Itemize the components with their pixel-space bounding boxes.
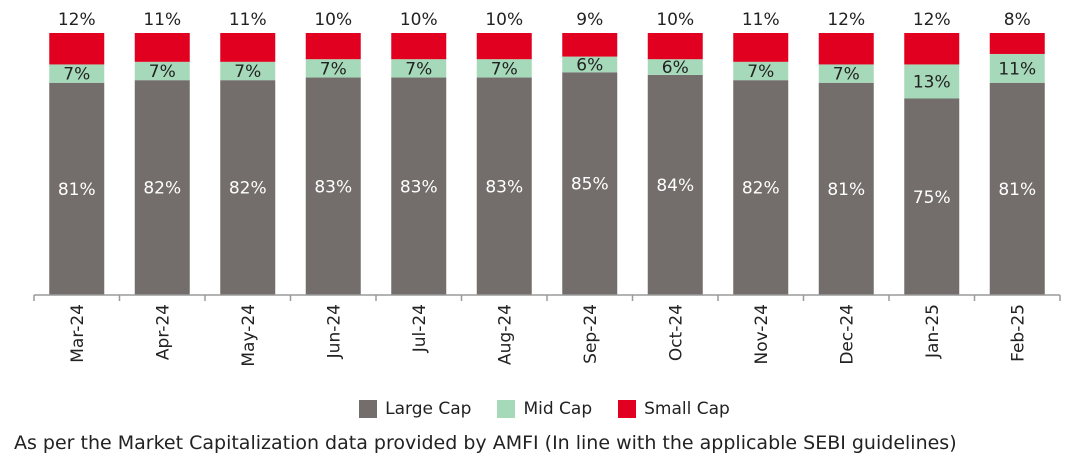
legend-label-small-cap: Small Cap — [644, 399, 730, 419]
bar-large-cap-nov-24 — [733, 80, 789, 295]
data-label-small-cap-apr-24: 11% — [143, 10, 181, 30]
bar-mid-cap-jun-24 — [305, 59, 361, 78]
bar-mid-cap-nov-24 — [733, 61, 789, 81]
bar-small-cap-oct-24 — [647, 33, 703, 60]
bar-mid-cap-oct-24 — [647, 59, 703, 75]
data-label-large-cap-aug-24: 83% — [485, 177, 523, 197]
bar-large-cap-may-24 — [220, 80, 276, 295]
legend-label-mid-cap: Mid Cap — [523, 399, 593, 419]
data-label-large-cap-oct-24: 84% — [656, 176, 694, 196]
x-tick-label-sep-24: Sep-24 — [581, 304, 601, 364]
data-label-mid-cap-sep-24: 6% — [576, 55, 603, 75]
bar-small-cap-mar-24 — [49, 33, 105, 65]
data-label-large-cap-mar-24: 81% — [58, 180, 96, 200]
bar-mid-cap-mar-24 — [49, 64, 105, 83]
x-tick-label-nov-24: Nov-24 — [752, 304, 772, 365]
bar-mid-cap-jul-24 — [391, 59, 447, 78]
data-label-small-cap-jan-25: 12% — [913, 10, 951, 30]
bar-mid-cap-apr-24 — [134, 61, 190, 81]
x-tick-label-jan-25: Jan-25 — [923, 304, 943, 359]
bar-large-cap-dec-24 — [818, 82, 874, 295]
bar-mid-cap-may-24 — [220, 61, 276, 81]
legend-swatch-large-cap — [359, 400, 378, 418]
bar-mid-cap-dec-24 — [818, 64, 874, 83]
chart-canvas: 81% 7% 12% Mar-24 82% 7% 11% Apr-24 82% 7% 11% May-… — [33, 10, 1061, 367]
chart-legend: Large Cap Mid Cap Small Cap — [0, 399, 1089, 419]
data-label-mid-cap-may-24: 7% — [234, 62, 261, 82]
data-label-large-cap-nov-24: 82% — [742, 179, 780, 199]
data-label-large-cap-feb-25: 81% — [998, 180, 1036, 200]
legend-swatch-mid-cap — [497, 400, 516, 418]
data-label-small-cap-nov-24: 11% — [742, 10, 780, 30]
legend-swatch-small-cap — [618, 400, 637, 418]
data-label-large-cap-may-24: 82% — [229, 179, 267, 199]
data-label-small-cap-oct-24: 10% — [656, 10, 694, 30]
data-label-large-cap-dec-24: 81% — [827, 180, 865, 200]
bar-large-cap-sep-24 — [562, 72, 618, 295]
bar-small-cap-apr-24 — [134, 33, 190, 62]
bar-small-cap-jul-24 — [391, 33, 447, 60]
bar-small-cap-sep-24 — [562, 33, 618, 57]
data-label-mid-cap-jan-25: 13% — [913, 72, 951, 92]
data-label-small-cap-jun-24: 10% — [314, 10, 352, 30]
data-label-large-cap-apr-24: 82% — [143, 179, 181, 199]
bar-small-cap-jan-25 — [904, 33, 960, 65]
legend-label-large-cap: Large Cap — [385, 399, 472, 419]
bar-small-cap-nov-24 — [733, 33, 789, 62]
x-tick-label-jun-24: Jun-24 — [324, 304, 344, 359]
bar-mid-cap-aug-24 — [476, 59, 532, 78]
data-label-large-cap-jun-24: 83% — [314, 177, 352, 197]
bar-large-cap-apr-24 — [134, 80, 190, 295]
x-tick-label-jul-24: Jul-24 — [410, 304, 430, 353]
bar-mid-cap-jan-25 — [904, 64, 960, 99]
x-tick-label-oct-24: Oct-24 — [666, 304, 686, 361]
legend-item-mid-cap: Mid Cap — [497, 399, 592, 419]
data-label-mid-cap-mar-24: 7% — [63, 65, 90, 85]
bar-large-cap-aug-24 — [476, 77, 532, 295]
bar-small-cap-feb-25 — [989, 33, 1045, 54]
data-label-small-cap-aug-24: 10% — [485, 10, 523, 30]
bar-large-cap-oct-24 — [647, 74, 703, 295]
data-label-small-cap-dec-24: 12% — [827, 10, 865, 30]
data-label-small-cap-feb-25: 8% — [1004, 10, 1031, 30]
data-label-mid-cap-nov-24: 7% — [747, 62, 774, 82]
bar-large-cap-mar-24 — [49, 82, 105, 295]
bar-large-cap-jul-24 — [391, 77, 447, 295]
x-tick-label-aug-24: Aug-24 — [495, 304, 515, 365]
data-label-large-cap-jul-24: 83% — [400, 177, 438, 197]
bar-small-cap-may-24 — [220, 33, 276, 62]
bar-mid-cap-feb-25 — [989, 53, 1045, 83]
bar-small-cap-aug-24 — [476, 33, 532, 60]
data-label-mid-cap-feb-25: 11% — [998, 59, 1036, 79]
x-tick-label-feb-25: Feb-25 — [1008, 304, 1028, 362]
data-label-large-cap-jan-25: 75% — [913, 188, 951, 208]
data-label-small-cap-sep-24: 9% — [576, 10, 603, 30]
x-tick-label-apr-24: Apr-24 — [153, 304, 173, 360]
data-label-large-cap-sep-24: 85% — [571, 175, 609, 195]
bar-small-cap-dec-24 — [818, 33, 874, 65]
legend-item-small-cap: Small Cap — [618, 399, 730, 419]
x-tick-label-may-24: May-24 — [239, 304, 259, 367]
data-label-small-cap-jul-24: 10% — [400, 10, 438, 30]
data-label-mid-cap-jun-24: 7% — [320, 59, 347, 79]
legend-item-large-cap: Large Cap — [359, 399, 471, 419]
bar-large-cap-jan-25 — [904, 98, 960, 295]
data-label-mid-cap-aug-24: 7% — [491, 59, 518, 79]
bar-large-cap-feb-25 — [989, 82, 1045, 295]
bar-small-cap-jun-24 — [305, 33, 361, 60]
chart-footnote: As per the Market Capitalization data pr… — [14, 432, 957, 454]
data-label-mid-cap-dec-24: 7% — [833, 65, 860, 85]
data-label-small-cap-mar-24: 12% — [58, 10, 96, 30]
x-tick-label-mar-24: Mar-24 — [68, 304, 88, 363]
bar-mid-cap-sep-24 — [562, 56, 618, 73]
bar-large-cap-jun-24 — [305, 77, 361, 295]
x-tick-label-dec-24: Dec-24 — [837, 304, 857, 365]
data-label-small-cap-may-24: 11% — [229, 10, 267, 30]
data-label-mid-cap-oct-24: 6% — [662, 58, 689, 78]
data-label-mid-cap-jul-24: 7% — [405, 59, 432, 79]
data-label-mid-cap-apr-24: 7% — [149, 62, 176, 82]
